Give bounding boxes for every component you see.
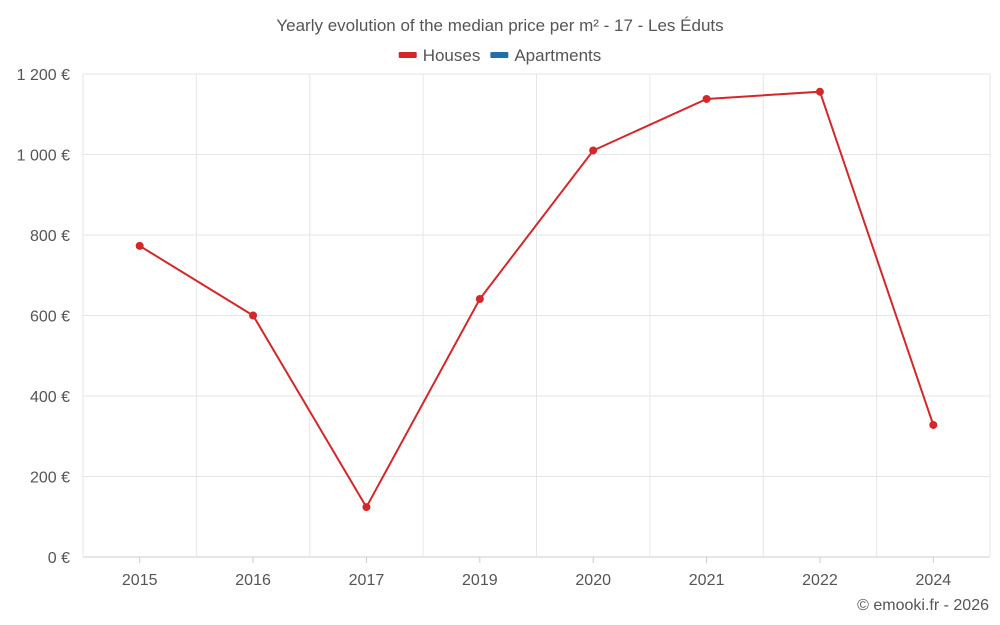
x-tick-label: 2015 xyxy=(122,572,158,589)
x-axis: 2015 2016 2017 2019 2020 2021 2022 2024 xyxy=(122,557,951,589)
series-layer xyxy=(135,87,938,512)
chart-title: Yearly evolution of the median price per… xyxy=(276,16,723,35)
data-point-2024[interactable] xyxy=(929,420,938,429)
x-tick-label: 2019 xyxy=(462,572,498,589)
data-point-2015[interactable] xyxy=(135,241,144,250)
legend-label: Apartments xyxy=(514,46,601,65)
y-tick-label: 400 € xyxy=(30,389,70,406)
data-point-2019[interactable] xyxy=(475,294,484,303)
y-tick-label: 200 € xyxy=(30,470,70,487)
x-tick-label: 2016 xyxy=(235,572,271,589)
x-tick-label: 2020 xyxy=(575,572,611,589)
x-tick-label: 2022 xyxy=(802,572,838,589)
y-tick-label: 0 € xyxy=(48,550,70,567)
series-line-houses xyxy=(139,90,935,510)
legend-item-apartments[interactable]: Apartments xyxy=(490,46,601,65)
x-tick-label: 2021 xyxy=(689,572,725,589)
data-point-2017[interactable] xyxy=(362,503,371,512)
data-point-2016[interactable] xyxy=(249,311,258,320)
legend-item-houses[interactable]: Houses xyxy=(398,46,481,65)
x-tick-label: 2024 xyxy=(916,572,952,589)
data-point-2021[interactable] xyxy=(702,94,711,103)
legend-label: Houses xyxy=(423,46,481,65)
data-point-2020[interactable] xyxy=(589,146,598,155)
legend: Houses Apartments xyxy=(398,46,601,65)
y-tick-label: 600 € xyxy=(30,309,70,326)
y-axis: 0 € 200 € 400 € 600 € 800 € 1 000 € 1 200 € xyxy=(17,67,70,567)
credit-text: © emooki.fr - 2026 xyxy=(857,597,989,614)
legend-swatch xyxy=(490,52,509,58)
y-tick-label: 800 € xyxy=(30,228,70,245)
y-tick-label: 1 000 € xyxy=(17,148,70,165)
grid xyxy=(82,73,991,558)
legend-swatch xyxy=(398,52,417,58)
y-tick-label: 1 200 € xyxy=(17,67,70,84)
x-tick-label: 2017 xyxy=(349,572,385,589)
data-point-2022[interactable] xyxy=(815,87,824,96)
